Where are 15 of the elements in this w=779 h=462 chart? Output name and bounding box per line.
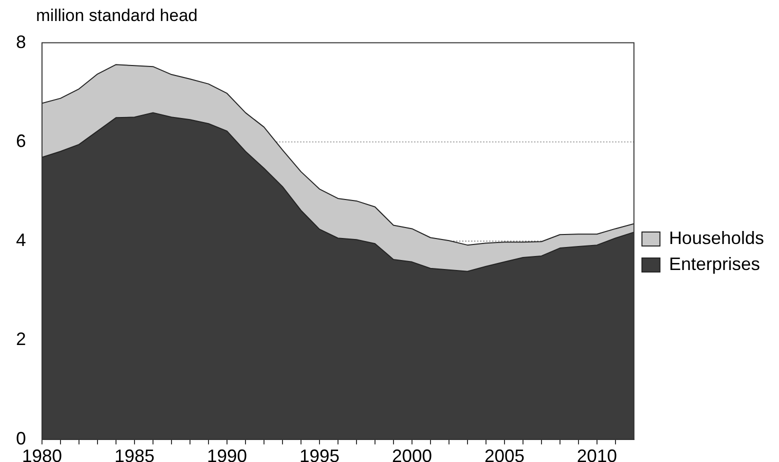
x-tick-label: 2005 — [484, 446, 524, 462]
y-tick-label: 0 — [16, 428, 26, 448]
x-tick-label: 2010 — [576, 446, 617, 462]
y-axis-title: million standard head — [36, 6, 198, 26]
y-tick-label: 4 — [16, 230, 26, 250]
legend-label: Enterprises — [668, 254, 760, 274]
x-tick-label: 1980 — [22, 446, 62, 462]
x-tick-label: 1985 — [114, 446, 155, 462]
y-tick-label: 2 — [16, 329, 26, 350]
x-tick-label: 1995 — [299, 446, 340, 462]
y-tick-label: 6 — [16, 130, 26, 151]
x-tick-label: 2000 — [392, 446, 432, 462]
y-tick-label: 8 — [16, 32, 26, 52]
x-tick-label: 1990 — [206, 446, 248, 462]
legend-label: Households — [668, 228, 764, 248]
